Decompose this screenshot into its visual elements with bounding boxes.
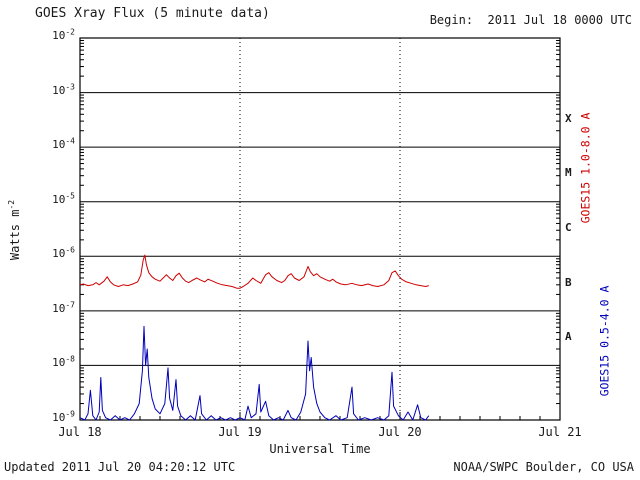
x-tick-label: Jul 21 [538,425,582,439]
y-tick-label: 10-4 [52,136,75,152]
y-tick-base: 10 [52,411,66,424]
plot-border [79,37,561,421]
y-axis-title: Watts m-2 [7,199,22,261]
y-tick-exponent: -7 [65,300,75,310]
y-tick-base: 10 [52,83,66,97]
begin-time-label: Begin: 2011 Jul 18 0000 UTC [429,13,632,27]
y-tick-label: 10-2 [52,27,75,42]
y-tick-base: 10 [52,301,66,315]
y-tick-label: 10-8 [52,354,75,370]
series-xray-short [79,325,430,421]
y-tick-exponent: -5 [65,191,75,201]
x-tick-label: Jul 19 [218,425,262,439]
y-tick-base: 10 [52,192,66,206]
y-tick-exponent: -6 [65,245,75,255]
y-tick-base: 10 [52,247,66,261]
y-tick-label: 10-3 [52,81,75,97]
y-tick-base: 10 [52,356,66,370]
y-tick-exponent: -9 [65,409,75,419]
y-tick-exponent: -2 [65,27,75,37]
right-axis-label-short: GOES15 0.5-4.0 A [597,285,612,397]
flare-class-label-x: X [565,111,572,125]
noaa-credit: NOAA/SWPC Boulder, CO USA [453,460,634,474]
y-tick-label: 10-9 [52,409,75,424]
y-tick-base: 10 [52,29,66,42]
y-axis-title-exponent: -2 [7,199,16,210]
y-tick-exponent: -3 [65,81,75,91]
y-tick-label: 10-5 [52,191,75,206]
right-axis-label-long: GOES15 1.0-8.0 A [578,112,593,224]
flare-class-label-m: M [565,166,572,180]
y-tick-label: 10-6 [52,245,75,261]
y-tick-base: 10 [52,138,66,152]
flare-class-label-a: A [565,330,572,344]
x-tick-label: Jul 18 [58,425,102,439]
updated-timestamp: Updated 2011 Jul 20 04:20:12 UTC [4,460,236,474]
x-tick-label: Jul 20 [378,425,422,439]
series-xray-long [79,254,429,289]
y-tick-exponent: -4 [65,136,75,146]
chart-title: GOES Xray Flux (5 minute data) [35,6,270,21]
y-tick-label: 10-7 [52,300,75,315]
flare-class-label-b: B [565,275,572,289]
y-axis-title-base: Watts m [8,209,22,261]
flare-class-label-c: C [565,221,572,235]
x-axis-title: Universal Time [269,442,371,456]
y-tick-exponent: -8 [65,354,75,364]
